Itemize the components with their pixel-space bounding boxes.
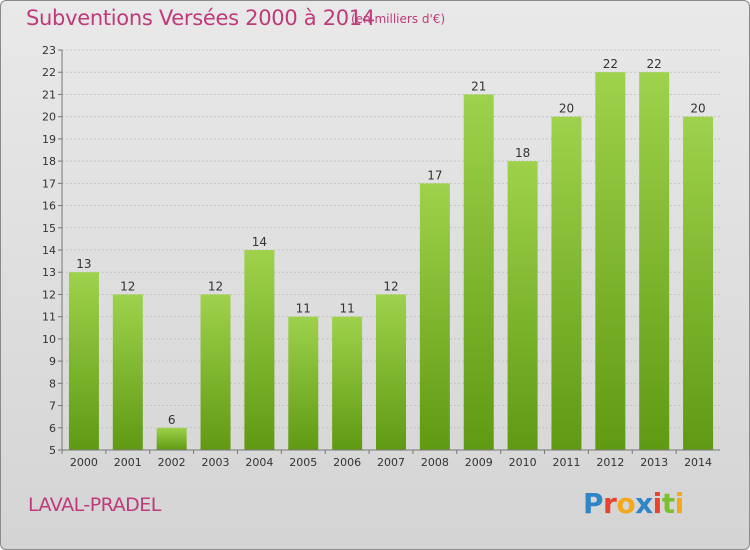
x-tick-label: 2009 <box>465 456 493 469</box>
y-tick-label: 23 <box>42 44 56 57</box>
bar <box>200 294 231 450</box>
y-tick-label: 14 <box>42 244 56 257</box>
y-tick-label: 20 <box>42 111 56 124</box>
bar-value-label: 11 <box>339 302 354 316</box>
bar-value-label: 12 <box>120 279 135 293</box>
bar-value-label: 17 <box>427 168 442 182</box>
x-tick-label: 2002 <box>158 456 186 469</box>
bar <box>419 183 450 451</box>
x-tick-label: 2007 <box>377 456 405 469</box>
bar-value-label: 18 <box>515 146 530 160</box>
y-tick-label: 22 <box>42 66 56 79</box>
x-tick-label: 2005 <box>289 456 317 469</box>
y-tick-label: 5 <box>49 444 56 457</box>
chart-title: Subventions Versées 2000 à 2014 <box>26 6 375 30</box>
y-tick-label: 12 <box>42 288 56 301</box>
logo-letter: i <box>674 487 685 520</box>
logo-letter: r <box>603 487 617 520</box>
x-tick-label: 2013 <box>640 456 668 469</box>
bar-value-label: 20 <box>690 102 705 116</box>
y-tick-label: 11 <box>42 311 56 324</box>
bar <box>288 316 319 450</box>
axes: 5 6 7 8 9 10 11 12 13 14 15 16 17 18 19 20 21 22 23 2000 200… <box>42 44 720 469</box>
y-tick-label: 6 <box>49 422 56 435</box>
proxiti-logo: Proxiti <box>583 487 684 520</box>
y-tick-label: 18 <box>42 155 56 168</box>
logo-letter: P <box>583 487 604 520</box>
logo-letter: x <box>635 487 653 520</box>
bar <box>683 116 714 451</box>
y-tick-label: 16 <box>42 200 56 213</box>
x-tick-label: 2008 <box>421 456 449 469</box>
x-tick-label: 2006 <box>333 456 361 469</box>
y-tick-label: 21 <box>42 88 56 101</box>
x-tick-label: 2010 <box>509 456 537 469</box>
y-tick-label: 19 <box>42 133 56 146</box>
y-tick-label: 9 <box>49 355 56 368</box>
y-tick-label: 7 <box>49 400 56 413</box>
commune-name: LAVAL-PRADEL <box>28 494 161 516</box>
x-tick-label: 2012 <box>596 456 624 469</box>
bar-value-label: 13 <box>76 257 91 271</box>
y-tick-label: 13 <box>42 266 56 279</box>
y-tick-label: 15 <box>42 222 56 235</box>
bar <box>463 94 494 450</box>
bar-value-label: 20 <box>559 102 574 116</box>
y-tick-label: 8 <box>49 377 56 390</box>
bar-value-label: 14 <box>252 235 267 249</box>
bar-value-label: 22 <box>603 57 618 71</box>
x-tick-label: 2011 <box>552 456 580 469</box>
bar-value-label: 22 <box>647 57 662 71</box>
bar-value-label: 11 <box>296 302 311 316</box>
bar <box>332 316 363 450</box>
bar <box>156 427 187 450</box>
bar <box>551 116 582 451</box>
x-tick-label: 2003 <box>202 456 230 469</box>
bar <box>376 294 406 450</box>
x-tick-label: 2004 <box>245 456 273 469</box>
logo-letter: t <box>661 487 675 520</box>
bar <box>112 294 143 450</box>
bar-value-label: 12 <box>208 279 223 293</box>
bar <box>507 161 538 450</box>
x-tick-label: 2014 <box>684 456 712 469</box>
y-tick-label: 10 <box>42 333 56 346</box>
bar-value-label: 12 <box>383 279 398 293</box>
bar <box>68 272 99 450</box>
logo-letter: i <box>652 487 663 520</box>
y-tick-label: 17 <box>42 177 56 190</box>
bar <box>595 72 626 450</box>
logo-letter: o <box>616 487 636 520</box>
x-tick-label: 2000 <box>70 456 98 469</box>
bar <box>639 72 670 450</box>
bar-value-label: 21 <box>471 79 486 93</box>
bar-value-label: 6 <box>168 413 176 427</box>
bar <box>244 250 275 450</box>
x-tick-label: 2001 <box>114 456 142 469</box>
chart-subtitle: (en milliers d'€) <box>351 12 446 26</box>
bars: 13 12 6 12 14 11 11 12 17 21 18 20 22 22 20 <box>68 57 714 451</box>
